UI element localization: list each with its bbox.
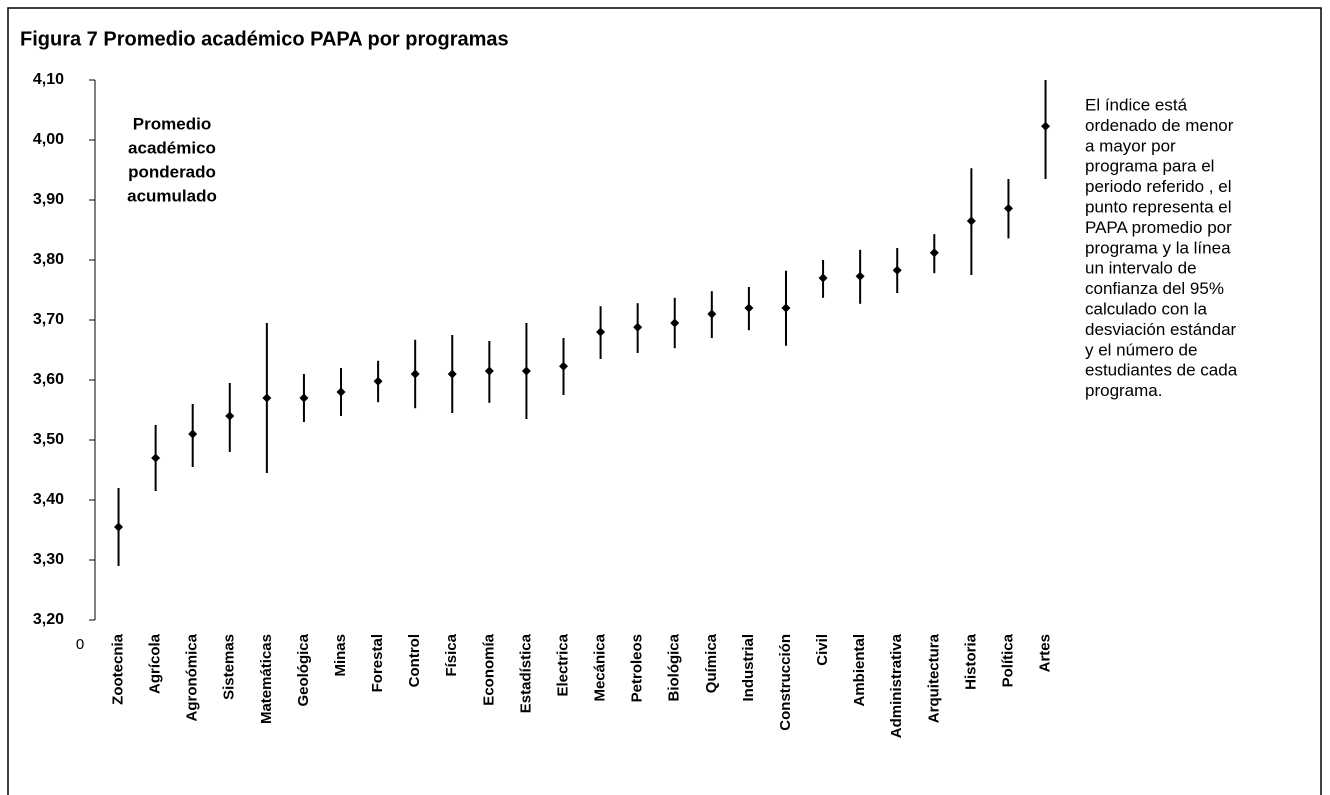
point — [818, 273, 828, 283]
x-tick-label: Forestal — [369, 634, 386, 692]
x-tick-label: Historia — [962, 633, 979, 690]
note-line: un intervalo de — [1085, 259, 1197, 278]
point — [929, 248, 939, 258]
x-tick-label: Mecánica — [592, 633, 609, 701]
note-line: a mayor por — [1085, 136, 1176, 155]
point — [484, 366, 494, 376]
point — [373, 376, 383, 386]
point — [670, 318, 680, 328]
frame — [7, 7, 1322, 795]
note-line: punto representa el — [1085, 197, 1232, 216]
point — [151, 453, 161, 463]
point — [892, 265, 902, 275]
x-tick-label: Agronómica — [184, 633, 201, 721]
point — [1041, 121, 1051, 131]
y-axis-label: académico — [128, 138, 216, 157]
x-tick-label: Ambiental — [851, 634, 868, 707]
point — [966, 216, 976, 226]
note-line: programa. — [1085, 381, 1162, 400]
y-tick-label: 3,90 — [33, 191, 64, 208]
note-line: PAPA promedio por — [1085, 218, 1232, 237]
x-tick-label: Artes — [1037, 634, 1054, 672]
x-tick-label: Industrial — [740, 634, 757, 702]
x-tick-label: Geológica — [295, 633, 312, 706]
y-axis-label: acumulado — [127, 186, 217, 205]
note-line: y el número de — [1085, 340, 1197, 359]
y-tick-label: 4,00 — [33, 131, 64, 148]
x-tick-label: Administrativa — [888, 633, 905, 738]
note-line: estudiantes de cada — [1085, 361, 1238, 380]
y-tick-label: 3,60 — [33, 371, 64, 388]
x-tick-label: Minas — [332, 634, 349, 677]
y-axis-label: Promedio — [133, 114, 211, 133]
x-tick-label: Construcción — [777, 634, 794, 731]
x-tick-label: Matemáticas — [258, 634, 275, 724]
x-tick-label: Sistemas — [221, 634, 238, 700]
x-tick-label: Electrica — [554, 633, 571, 696]
x-tick-label: Biológica — [666, 633, 683, 701]
point — [336, 387, 346, 397]
x-tick-label: Física — [443, 633, 460, 676]
point — [188, 429, 198, 439]
point — [447, 369, 457, 379]
x-tick-label: Política — [999, 633, 1016, 687]
note-line: El índice está — [1085, 95, 1188, 114]
note-line: ordenado de menor — [1085, 116, 1234, 135]
origin-label: 0 — [76, 636, 84, 653]
y-tick-label: 3,70 — [33, 311, 64, 328]
y-tick-label: 3,50 — [33, 431, 64, 448]
point — [225, 411, 235, 421]
x-tick-label: Zootecnia — [110, 633, 127, 704]
point — [1003, 203, 1013, 213]
point — [707, 309, 717, 319]
x-tick-label: Economía — [480, 633, 497, 705]
x-tick-label: Civil — [814, 634, 831, 666]
point — [781, 303, 791, 313]
x-tick-label: Arquitectura — [925, 633, 942, 723]
note-line: programa para el — [1085, 157, 1214, 176]
note-line: desviación estándar — [1085, 320, 1237, 339]
point — [299, 393, 309, 403]
point — [559, 361, 568, 371]
point — [596, 327, 606, 337]
note-line: periodo referido , el — [1085, 177, 1231, 196]
note-line: confianza del 95% — [1085, 279, 1224, 298]
point — [410, 369, 420, 379]
point — [633, 322, 643, 332]
note-line: calculado con la — [1085, 299, 1207, 318]
x-tick-label: Estadística — [517, 633, 534, 713]
y-tick-label: 3,80 — [33, 251, 64, 268]
x-tick-label: Agrícola — [147, 633, 164, 694]
chart-title: Figura 7 Promedio académico PAPA por pro… — [20, 28, 509, 50]
point — [855, 271, 865, 281]
y-tick-label: 3,20 — [33, 611, 64, 628]
point — [521, 366, 531, 376]
point — [262, 393, 272, 403]
x-tick-label: Química — [703, 633, 720, 693]
point — [114, 522, 124, 532]
y-axis-label: ponderado — [128, 162, 216, 181]
note-line: programa y la línea — [1085, 238, 1231, 257]
y-tick-label: 3,30 — [33, 551, 64, 568]
x-tick-label: Petroleos — [629, 634, 646, 702]
y-tick-label: 3,40 — [33, 491, 64, 508]
y-tick-label: 4,10 — [33, 71, 64, 88]
x-tick-label: Control — [406, 634, 423, 687]
point — [744, 303, 754, 313]
